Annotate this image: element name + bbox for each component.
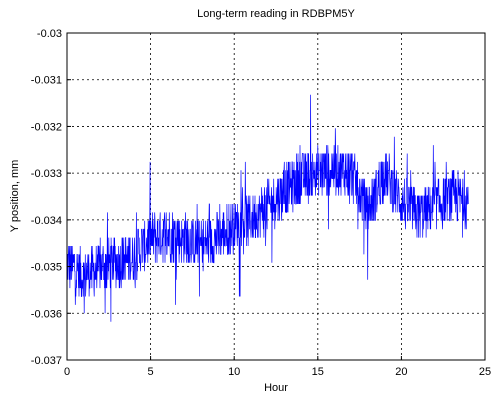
chart-title: Long-term reading in RDBPM5Y [197,8,355,20]
series-line [67,94,469,322]
y-tick-label: -0.032 [31,121,62,133]
y-tick-label: -0.036 [31,308,62,320]
x-axis-title: Hour [264,382,288,394]
y-tick-label: -0.037 [31,355,62,367]
x-tick-label: 10 [228,366,240,378]
y-tick-label: -0.034 [31,215,62,227]
plot-frame [66,32,486,361]
y-tick-label: -0.031 [31,75,62,87]
x-tick-label: 15 [312,366,324,378]
x-tick-label: 25 [479,366,491,378]
x-tick-label: 5 [148,366,154,378]
x-tick-label: 20 [395,366,407,378]
ticks: 0 5 10 15 20 25 -0.037 -0.036 -0.035 -0.034 -0.033… [31,28,491,378]
y-axis-title: Y position, mm [9,160,21,233]
y-tick-label: -0.033 [31,168,62,180]
series-layer [67,94,469,322]
x-tick-label: 0 [64,366,70,378]
y-tick-label: -0.03 [37,28,62,40]
y-tick-label: -0.035 [31,262,62,274]
